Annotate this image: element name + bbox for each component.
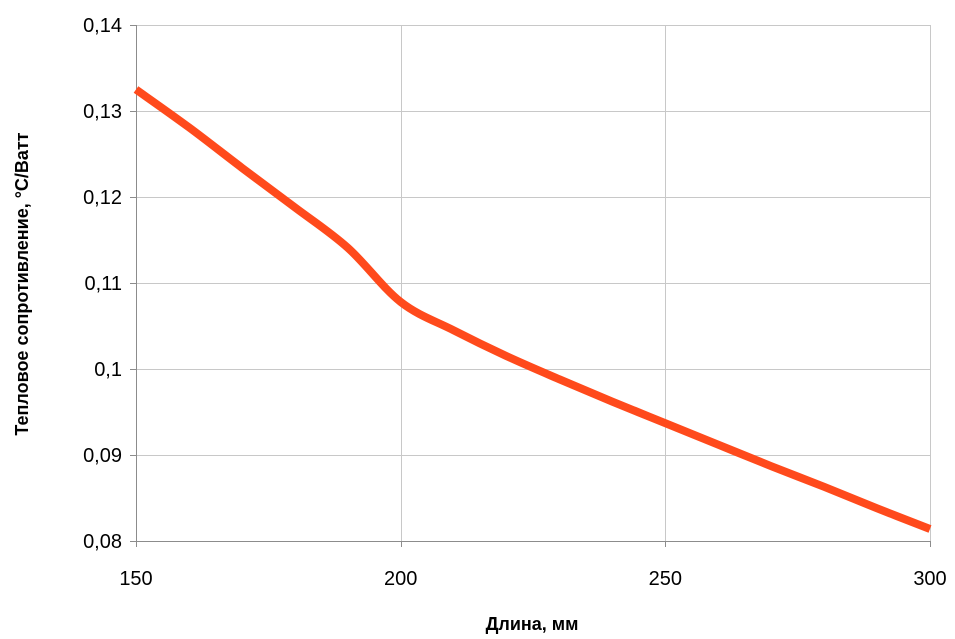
y-tick-label: 0,14 xyxy=(83,15,122,37)
y-tick-label: 0,11 xyxy=(85,273,122,295)
x-axis-title: Длина, мм xyxy=(486,614,579,634)
x-tick-label: 150 xyxy=(119,568,152,590)
y-tick-label: 0,1 xyxy=(94,359,122,381)
y-axis-title: Тепловое сопротивление, °C/Ватт xyxy=(12,132,32,435)
y-tick-label: 0,08 xyxy=(83,531,122,553)
x-tick-label: 250 xyxy=(649,568,682,590)
tick-labels: 0,08 0,09 0,1 0,11 0,12 0,13 0,14 150 200 250 300 xyxy=(83,15,947,590)
axes xyxy=(130,25,931,547)
series-line xyxy=(133,86,932,533)
series-layer xyxy=(133,86,932,533)
x-tick-label: 200 xyxy=(384,568,417,590)
y-tick-label: 0,09 xyxy=(83,445,122,467)
x-tick-label: 300 xyxy=(913,568,946,590)
grid xyxy=(136,25,931,542)
y-tick-label: 0,12 xyxy=(83,187,122,209)
y-tick-label: 0,13 xyxy=(83,101,122,123)
